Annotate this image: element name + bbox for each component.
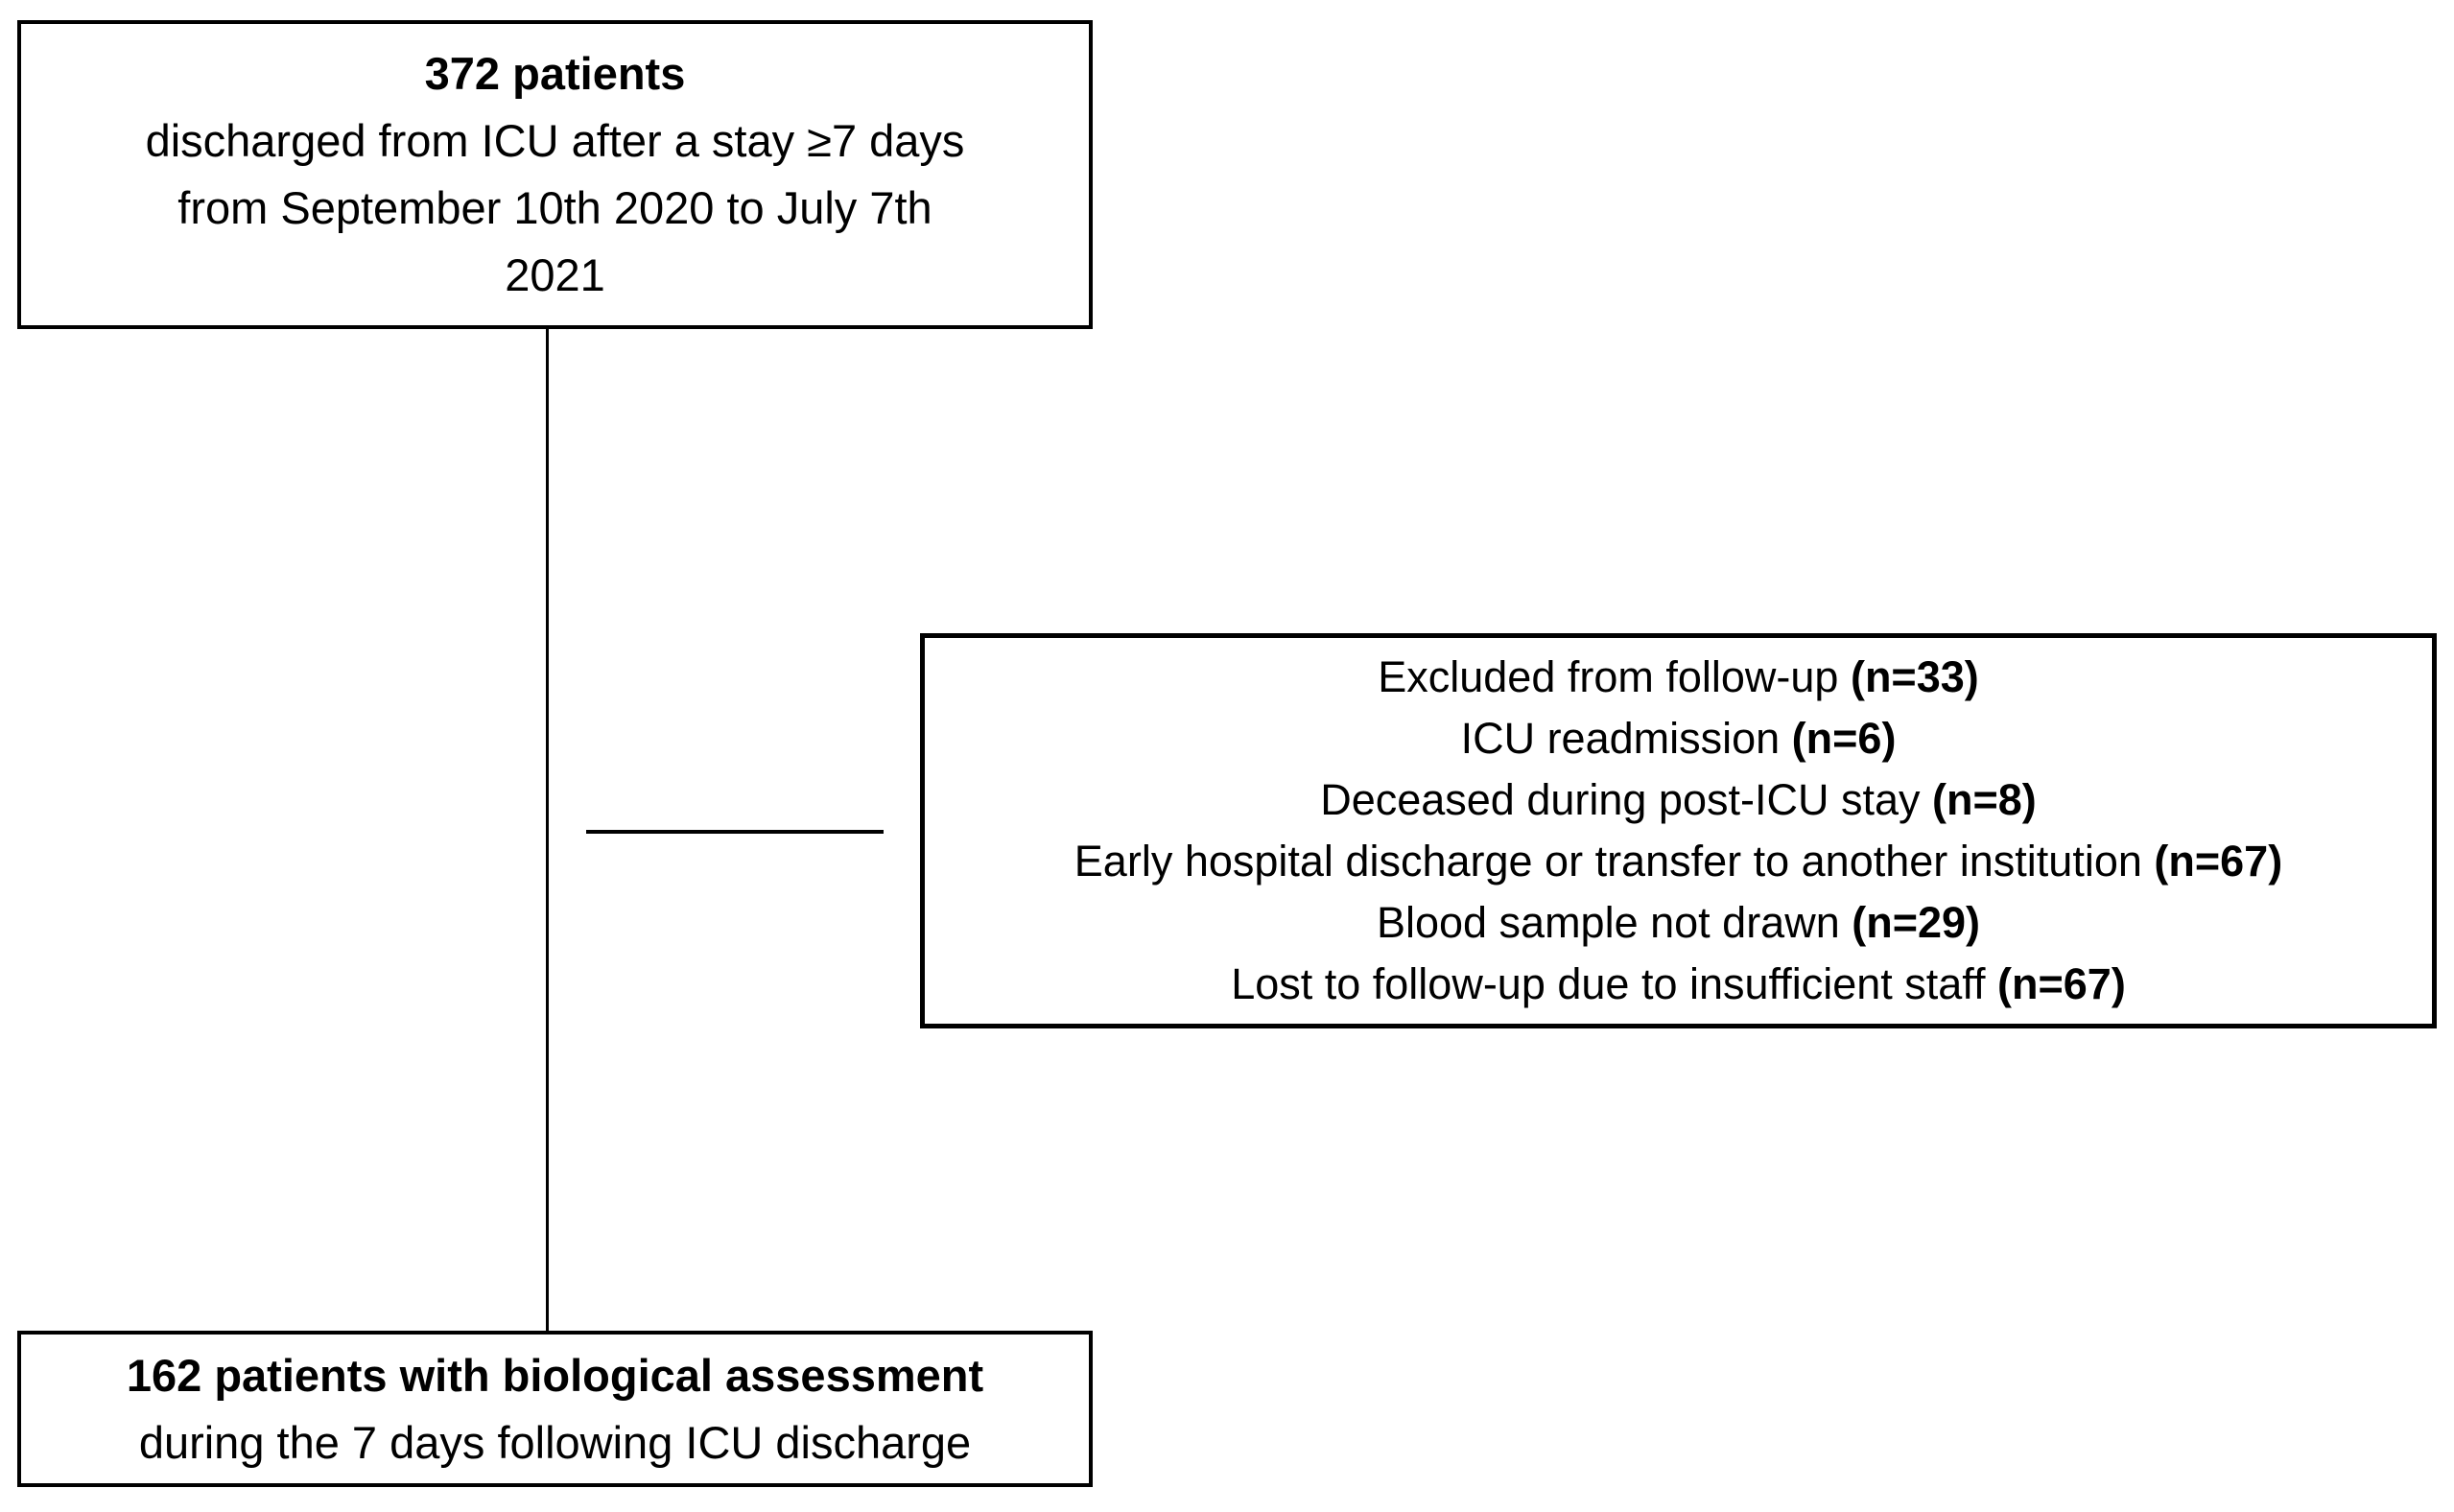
exclusion-item-count: (n=33) xyxy=(1850,652,1979,701)
enrollment-desc-line-3: 2021 xyxy=(505,249,605,300)
exclusion-item-label: Excluded from follow-up xyxy=(1378,652,1851,701)
exclusion-item-label: Blood sample not drawn xyxy=(1376,898,1852,947)
exclusion-item-label: Lost to follow-up due to insufficient st… xyxy=(1231,959,1998,1008)
enrollment-box: 372 patients discharged from ICU after a… xyxy=(17,20,1093,329)
enrollment-count: 372 patients xyxy=(424,48,686,99)
final-cohort-count: 162 patients with biological assessment xyxy=(126,1349,984,1401)
enrollment-desc-line-1: discharged from ICU after a stay ≥7 days xyxy=(145,115,965,166)
exclusion-connector-horizontal-line xyxy=(586,830,884,834)
exclusion-item-count: (n=67) xyxy=(1997,959,2126,1008)
exclusion-item: Excluded from follow-up (n=33) xyxy=(1378,647,1979,708)
exclusion-item: Blood sample not drawn (n=29) xyxy=(1377,892,1980,954)
exclusion-item-count: (n=67) xyxy=(2154,837,2283,886)
enrollment-desc-line-2: from September 10th 2020 to July 7th xyxy=(177,182,932,233)
exclusion-item-count: (n=8) xyxy=(1932,775,2037,824)
exclusion-box: Excluded from follow-up (n=33) ICU readm… xyxy=(920,633,2437,1028)
exclusion-item: Deceased during post-ICU stay (n=8) xyxy=(1320,769,2037,831)
exclusion-item-count: (n=6) xyxy=(1791,714,1897,763)
final-cohort-box: 162 patients with biological assessment … xyxy=(17,1331,1093,1487)
exclusion-item: Early hospital discharge or transfer to … xyxy=(1074,831,2282,892)
exclusion-item: ICU readmission (n=6) xyxy=(1461,708,1897,769)
exclusion-item-label: Early hospital discharge or transfer to … xyxy=(1074,837,2155,886)
exclusion-item-count: (n=29) xyxy=(1852,898,1981,947)
exclusion-item: Lost to follow-up due to insufficient st… xyxy=(1231,954,2126,1015)
exclusion-item-label: ICU readmission xyxy=(1460,714,1792,763)
final-cohort-desc: during the 7 days following ICU discharg… xyxy=(138,1416,972,1468)
flow-connector-vertical-line xyxy=(546,329,549,1331)
exclusion-item-label: Deceased during post-ICU stay xyxy=(1320,775,1933,824)
